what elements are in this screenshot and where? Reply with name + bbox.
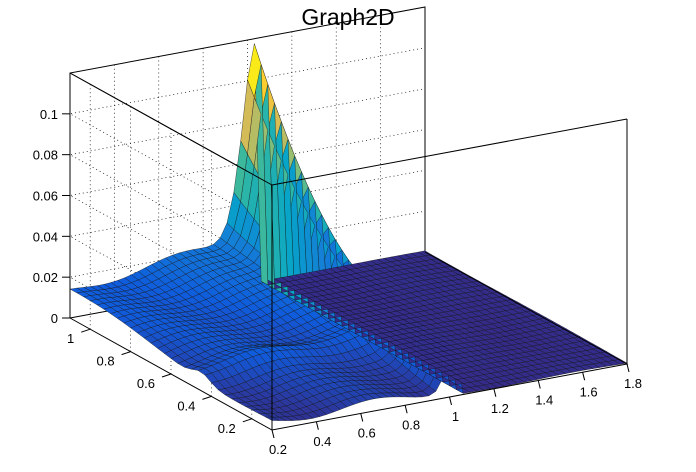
z-gridline — [68, 88, 426, 268]
y-tick — [242, 418, 252, 423]
x-tick — [315, 421, 319, 430]
x-tick-label: 1.6 — [580, 384, 598, 399]
z-tick-label: 0.08 — [33, 148, 58, 163]
x-tick-label: 0.4 — [313, 434, 331, 449]
x-tick-label: 0.8 — [402, 417, 420, 432]
y-tick — [121, 351, 131, 356]
x-tick — [626, 363, 630, 373]
x-tick — [360, 413, 364, 422]
surface-mesh — [69, 43, 628, 421]
z-tick-label: 0.02 — [33, 270, 58, 285]
x-tick — [493, 388, 497, 397]
chart-title: Graph2D — [301, 4, 395, 30]
x-tick-label: 0.2 — [269, 442, 287, 457]
z-tick-label: 0 — [51, 311, 58, 326]
x-tick-label: 1.8 — [624, 376, 642, 391]
x-tick-label: 1.2 — [491, 401, 509, 416]
x-tick — [271, 429, 275, 439]
x-tick — [582, 372, 586, 381]
z-tick-label: 0.1 — [40, 107, 58, 122]
x-tick — [404, 405, 408, 414]
y-tick-label: 0.6 — [137, 376, 155, 391]
z-gridline — [68, 47, 426, 227]
axes: 0.20.40.60.811.21.41.61.80.20.40.60.8100… — [33, 73, 642, 457]
y-tick-label: 0.4 — [177, 398, 195, 413]
y-tick — [81, 328, 91, 333]
x-tick-label: 1.4 — [535, 393, 553, 408]
z-tick-label: 0.06 — [33, 189, 58, 204]
box-top-front-edge — [271, 118, 628, 186]
x-tick-label: 1 — [452, 409, 459, 424]
y-tick — [161, 373, 172, 378]
y-tick-label: 1 — [67, 331, 74, 346]
y-tick — [202, 395, 212, 400]
x-tick — [537, 380, 541, 389]
x-tick-label: 0.6 — [358, 426, 376, 441]
y-tick-label: 0.2 — [218, 421, 236, 436]
z-tick-label: 0.04 — [33, 229, 58, 244]
box-top-left-edge — [69, 72, 273, 186]
surface-cell — [69, 287, 85, 293]
x-tick — [449, 396, 452, 406]
y-tick-label: 0.8 — [97, 354, 115, 369]
